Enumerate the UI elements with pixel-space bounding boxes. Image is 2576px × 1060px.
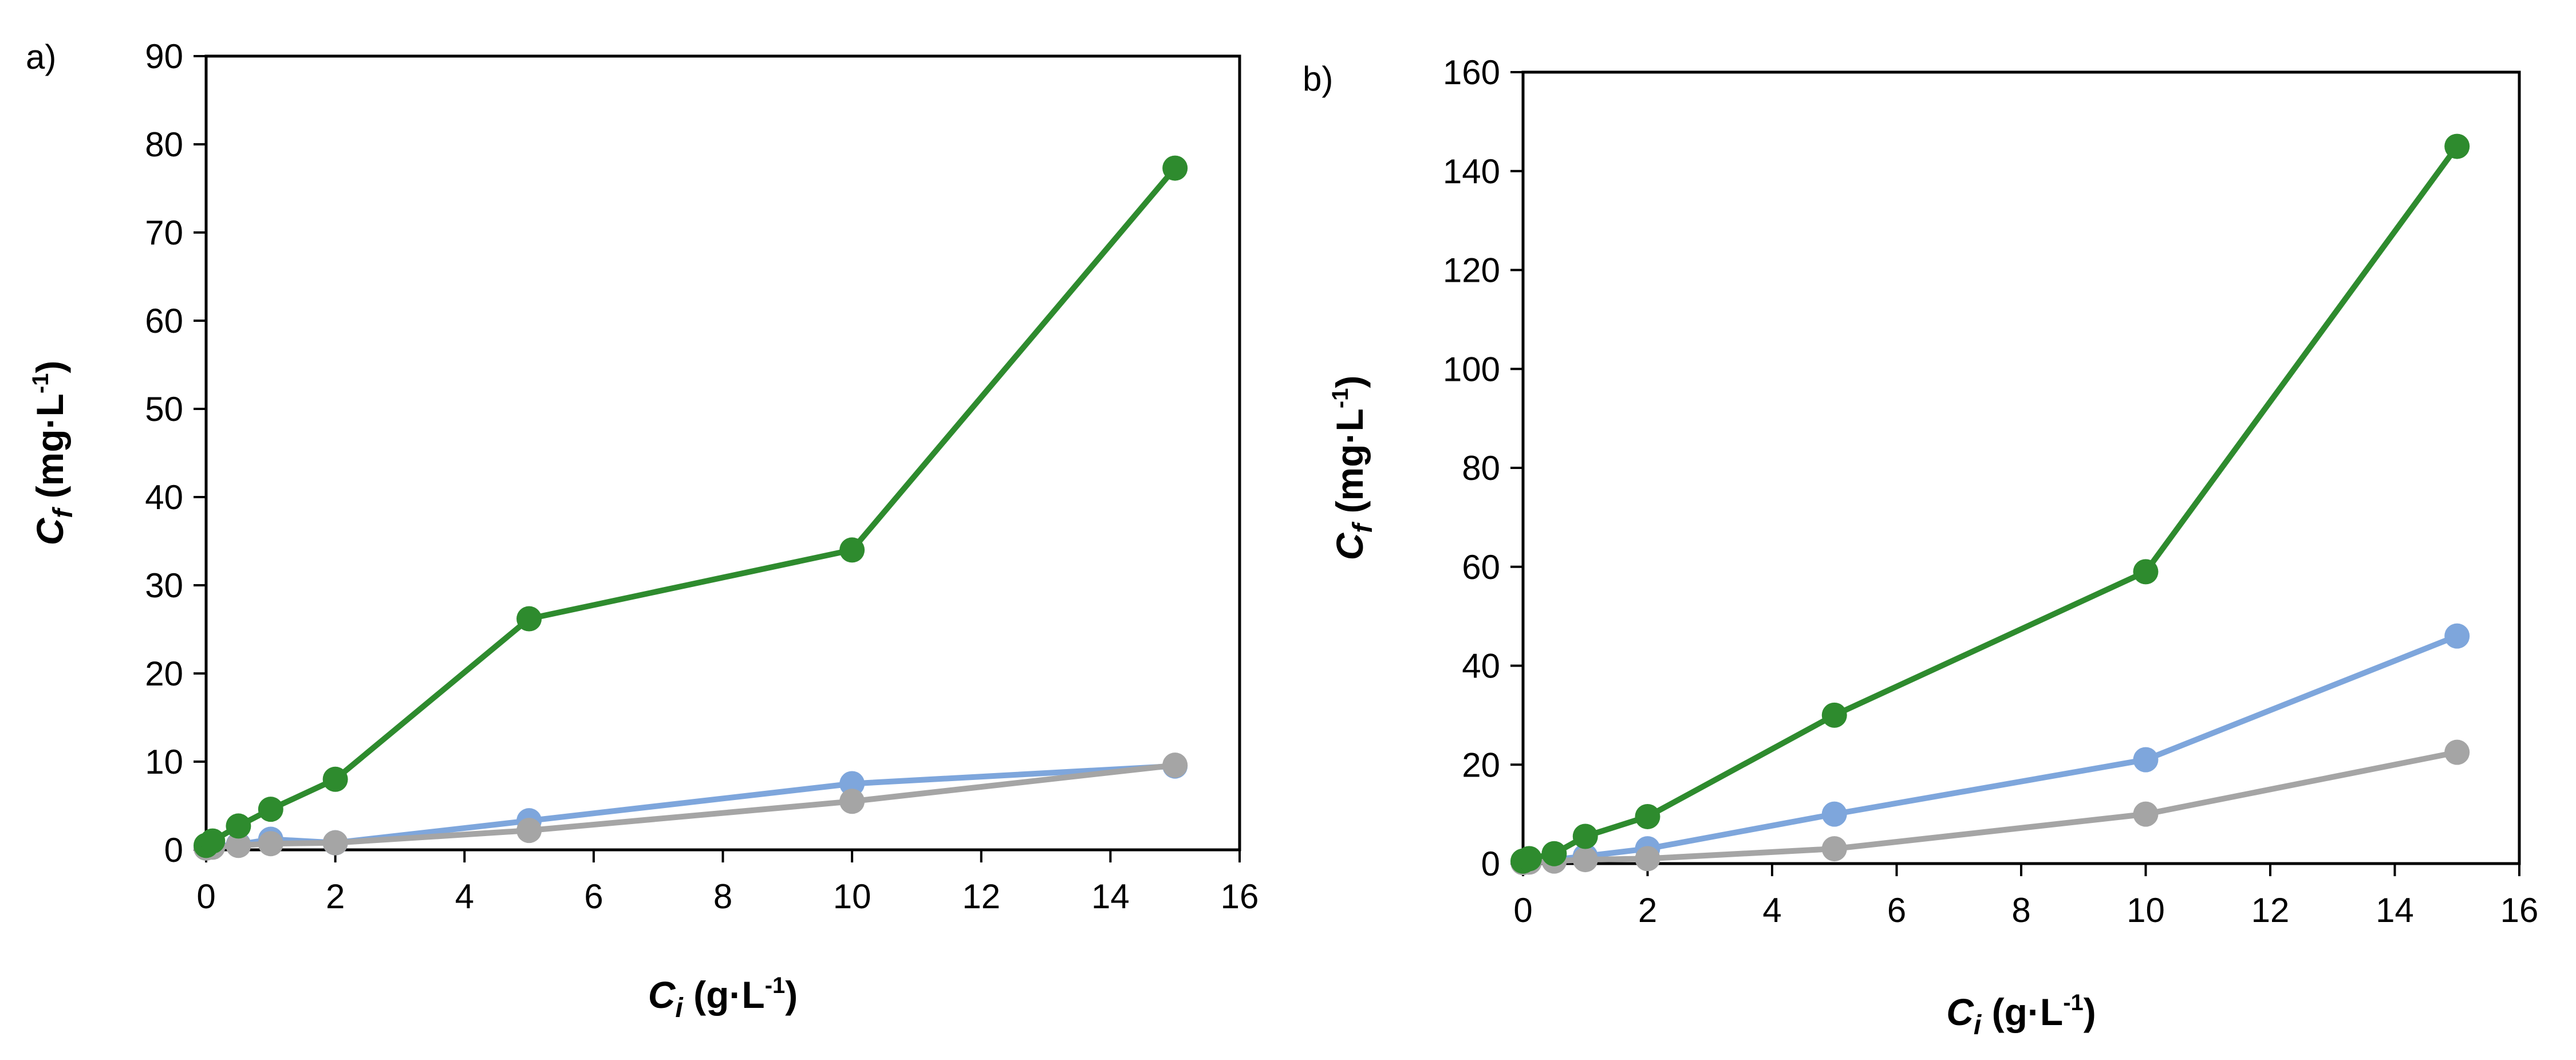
x-tick-label: 6 xyxy=(584,877,603,916)
y-tick-label: 90 xyxy=(145,37,183,76)
y-tick-label: 160 xyxy=(1443,53,1500,92)
chart-panel-b: b) 0 20 40 60 80 100 120 140 160 0 2 4 6 8 10 12 14 16 Ci (… xyxy=(1303,53,2538,1041)
x-axis-title: Ci (g·L-1) xyxy=(1946,990,2096,1041)
chart-panel-a: a) 0 10 20 30 40 50 60 70 80 90 0 2 4 6 8 10 12 14 16 Ci (g·… xyxy=(26,37,1259,1023)
data-point-gray xyxy=(516,818,542,844)
panel-label: a) xyxy=(26,38,56,76)
x-tick-label: 12 xyxy=(2251,891,2290,929)
data-point-green xyxy=(516,606,542,632)
x-tick-label: 0 xyxy=(1513,891,1532,929)
x-tick-label: 14 xyxy=(2376,891,2414,929)
data-point-blue xyxy=(2133,747,2159,773)
data-point-gray xyxy=(258,831,283,857)
data-point-gray xyxy=(1572,847,1598,873)
data-point-gray xyxy=(839,789,865,814)
series-green xyxy=(1510,133,2470,874)
data-point-gray xyxy=(1635,846,1660,872)
data-point-green xyxy=(839,537,865,563)
series-line-green xyxy=(204,166,1178,848)
data-point-green xyxy=(1516,846,1542,872)
data-point-green xyxy=(1572,823,1598,849)
series-gray xyxy=(194,752,1188,861)
plot-frame xyxy=(204,54,1241,852)
data-point-green xyxy=(2444,133,2470,159)
data-point-blue xyxy=(2444,623,2470,649)
x-tick-label: 16 xyxy=(1221,877,1259,916)
x-tick-label: 14 xyxy=(1091,877,1130,916)
x-tick-label: 12 xyxy=(962,877,1000,916)
data-point-green xyxy=(1635,803,1660,829)
series-line-gray xyxy=(206,762,1175,851)
x-tick-label: 0 xyxy=(196,877,215,916)
x-tick-label: 2 xyxy=(1638,891,1657,929)
y-tick-label: 20 xyxy=(1462,746,1500,784)
data-point-gray xyxy=(226,833,251,858)
data-point-green xyxy=(1162,155,1188,181)
y-tick-label: 50 xyxy=(145,390,183,428)
data-point-green xyxy=(2133,559,2159,585)
plot-frame xyxy=(1521,70,2521,865)
data-point-green xyxy=(1541,841,1567,866)
data-point-gray xyxy=(322,830,348,856)
data-point-blue xyxy=(1821,801,1847,827)
y-tick-label: 80 xyxy=(1462,449,1500,487)
data-point-green xyxy=(1821,702,1847,728)
y-tick-label: 40 xyxy=(145,478,183,517)
data-point-green xyxy=(226,813,251,839)
series-green xyxy=(194,155,1188,858)
y-tick-label: 30 xyxy=(145,566,183,605)
series-line-green xyxy=(1522,144,2460,864)
x-tick-label: 10 xyxy=(833,877,871,916)
series-blue xyxy=(1510,623,2470,875)
data-point-gray xyxy=(2133,801,2159,827)
data-point-green xyxy=(200,828,226,854)
data-point-blue xyxy=(839,771,865,797)
x-tick-label: 8 xyxy=(713,877,732,916)
x-tick-label: 16 xyxy=(2500,891,2539,929)
y-tick-label: 0 xyxy=(1481,845,1500,883)
y-tick-label: 20 xyxy=(145,655,183,693)
y-tick-label: 140 xyxy=(1443,152,1500,191)
y-axis-title: Cf (mg·L-1) xyxy=(28,361,78,546)
panel-label: b) xyxy=(1303,60,1333,98)
data-point-green xyxy=(258,797,283,822)
data-point-green xyxy=(322,766,348,792)
data-point-gray xyxy=(2444,739,2470,765)
data-point-gray xyxy=(1162,752,1188,778)
y-tick-label: 100 xyxy=(1443,350,1500,388)
x-tick-label: 8 xyxy=(2011,891,2030,929)
x-tick-label: 4 xyxy=(1762,891,1781,929)
y-axis-title: Cf (mg·L-1) xyxy=(1328,376,1378,561)
y-tick-label: 40 xyxy=(1462,647,1500,685)
data-point-gray xyxy=(1821,836,1847,862)
x-tick-label: 10 xyxy=(2127,891,2165,929)
x-tick-label: 6 xyxy=(1887,891,1906,929)
series-line-blue xyxy=(1522,633,2459,865)
y-tick-label: 10 xyxy=(145,743,183,781)
y-tick-label: 60 xyxy=(145,302,183,340)
x-tick-label: 2 xyxy=(326,877,345,916)
x-axis-title: Ci (g·L-1) xyxy=(648,973,798,1023)
y-tick-label: 0 xyxy=(164,831,183,869)
y-tick-label: 60 xyxy=(1462,548,1500,586)
y-tick-label: 70 xyxy=(145,214,183,252)
series-line-blue xyxy=(206,763,1175,850)
y-tick-label: 80 xyxy=(145,125,183,164)
y-tick-label: 120 xyxy=(1443,251,1500,290)
x-tick-label: 4 xyxy=(455,877,474,916)
